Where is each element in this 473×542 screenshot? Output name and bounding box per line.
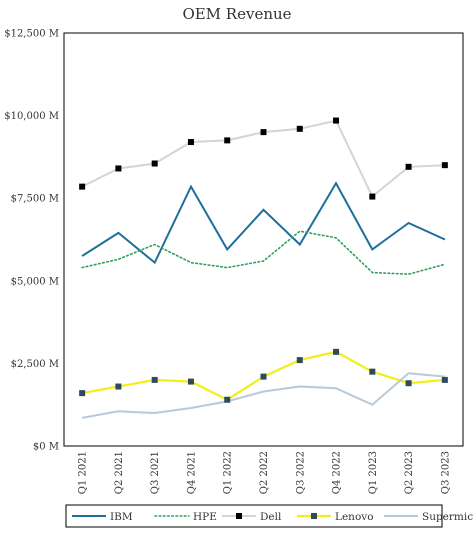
data-point-lenovo [260, 373, 267, 380]
legend-label-ibm: IBM [110, 511, 133, 523]
plot-frame [63, 32, 464, 447]
legend: IBM HPE Dell Lenovo Supermicro [65, 504, 473, 528]
data-point-lenovo [115, 383, 122, 390]
x-tick-label: Q2 2023 [404, 451, 415, 494]
x-tick-label: Q2 2022 [259, 451, 270, 494]
x-tick-label: Q4 2021 [186, 451, 197, 494]
data-point-dell [151, 160, 158, 167]
plot-area: $0 M $2,500 M $5,000 M $7,500 M $10,000 M $12… [4, 29, 464, 494]
data-point-dell [187, 139, 194, 146]
data-point-lenovo [224, 396, 231, 403]
data-point-dell [260, 129, 267, 136]
chart-title: OEM Revenue [182, 5, 291, 23]
data-point-lenovo [441, 376, 448, 383]
data-point-dell [224, 137, 231, 144]
y-tick-label: $5,000 M [11, 276, 59, 287]
data-point-dell [441, 162, 448, 169]
legend-marker-lenovo [311, 513, 317, 519]
data-point-dell [405, 163, 412, 170]
x-tick-label: Q3 2021 [150, 451, 161, 494]
y-tick-label: $12,500 M [4, 29, 59, 40]
y-tick-label: $0 M [33, 442, 59, 453]
y-tick-label: $10,000 M [4, 111, 59, 122]
x-tick-label: Q3 2023 [440, 451, 451, 494]
data-point-lenovo [79, 390, 86, 397]
x-tick-label: Q3 2022 [295, 451, 306, 494]
series-line-supermicro [81, 372, 445, 419]
series-line-ibm [81, 181, 446, 265]
legend-label-lenovo: Lenovo [335, 511, 374, 523]
legend-label-dell: Dell [260, 511, 282, 523]
legend-marker-dell [236, 513, 242, 519]
data-point-lenovo [333, 348, 340, 355]
data-point-dell [333, 117, 340, 124]
legend-label-hpe: HPE [193, 511, 217, 523]
x-tick-label: Q1 2023 [368, 451, 379, 494]
data-point-dell [79, 183, 86, 190]
x-tick-label: Q2 2021 [114, 451, 125, 494]
series-line-hpe [81, 230, 446, 276]
data-point-dell [115, 165, 122, 172]
x-tick-label: Q1 2021 [78, 451, 89, 494]
data-point-lenovo [187, 378, 194, 385]
y-tick-label: $7,500 M [11, 194, 59, 205]
data-point-dell [369, 193, 376, 200]
legend-label-supermicro: Supermicro [422, 511, 473, 523]
data-point-lenovo [151, 376, 158, 383]
x-tick-label: Q4 2022 [332, 451, 343, 494]
data-point-lenovo [369, 368, 376, 375]
data-point-lenovo [405, 380, 412, 387]
data-point-lenovo [296, 357, 303, 364]
x-tick-label: Q1 2022 [223, 451, 234, 494]
data-point-dell [296, 125, 303, 132]
y-tick-label: $2,500 M [11, 359, 59, 370]
